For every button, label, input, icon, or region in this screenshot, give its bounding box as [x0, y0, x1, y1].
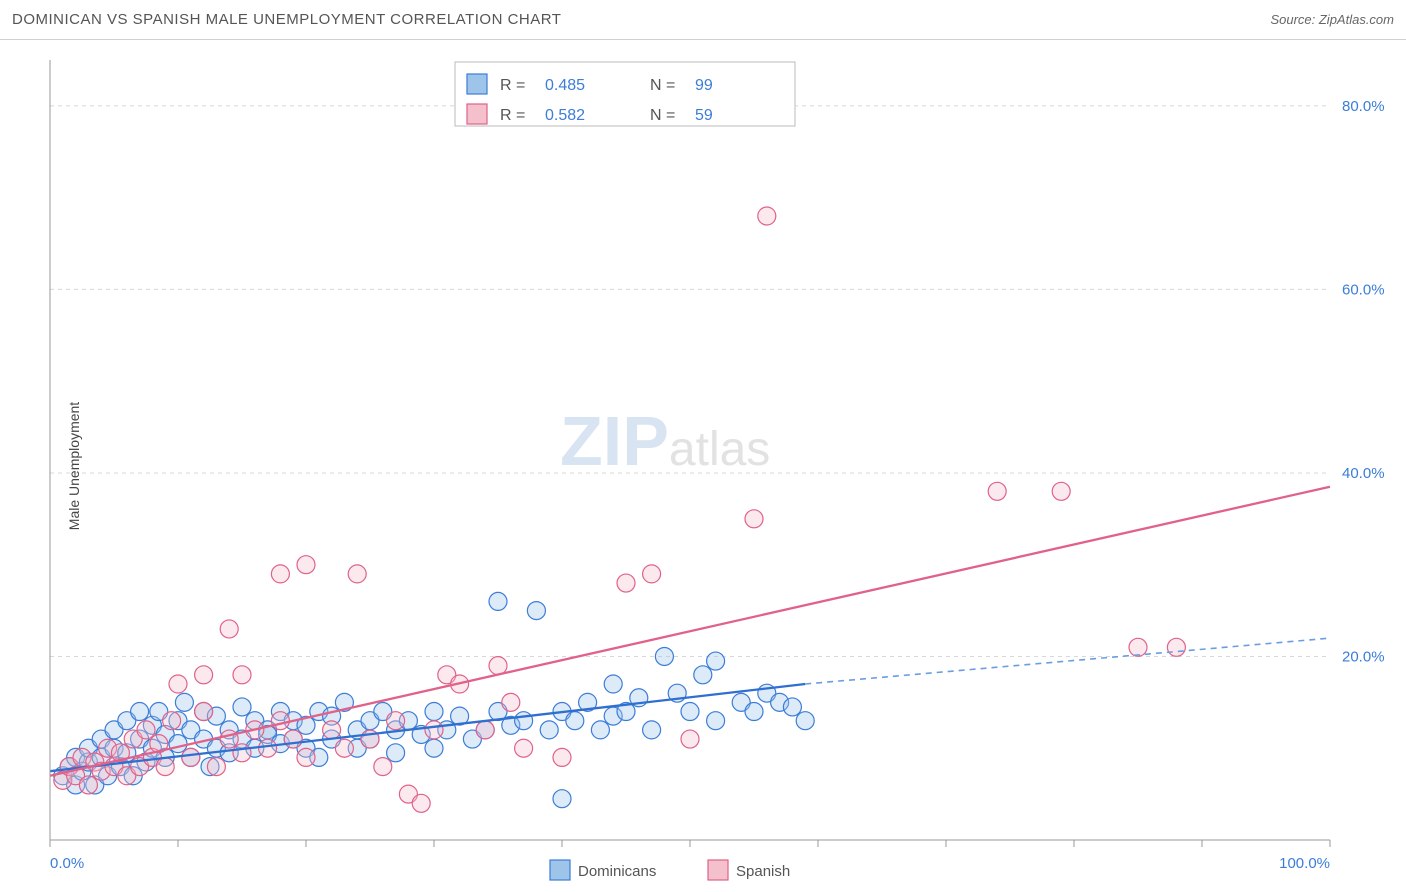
- scatter-point: [79, 776, 97, 794]
- scatter-point: [195, 703, 213, 721]
- legend-r-value: 0.582: [545, 107, 585, 124]
- legend-n-label: N =: [650, 77, 675, 94]
- scatter-point: [220, 620, 238, 638]
- scatter-point: [425, 721, 443, 739]
- scatter-point: [796, 712, 814, 730]
- scatter-point: [207, 758, 225, 776]
- legend-swatch: [467, 74, 487, 94]
- scatter-point: [374, 758, 392, 776]
- watermark: ZIPatlas: [560, 402, 770, 480]
- scatter-point: [233, 666, 251, 684]
- scatter-point: [412, 794, 430, 812]
- scatter-point: [540, 721, 558, 739]
- y-tick-label: 40.0%: [1342, 465, 1385, 482]
- scatter-point: [643, 721, 661, 739]
- y-tick-label: 60.0%: [1342, 281, 1385, 298]
- scatter-point: [643, 565, 661, 583]
- x-tick-label: 0.0%: [50, 855, 84, 872]
- trend-line-extended: [805, 638, 1330, 684]
- legend-r-label: R =: [500, 107, 525, 124]
- scatter-point: [297, 748, 315, 766]
- scatter-point: [182, 748, 200, 766]
- y-tick-label: 80.0%: [1342, 98, 1385, 115]
- scatter-point: [1129, 638, 1147, 656]
- scatter-point: [195, 666, 213, 684]
- scatter-point: [387, 744, 405, 762]
- scatter-point: [604, 675, 622, 693]
- scatter-point: [137, 721, 155, 739]
- chart-header: DOMINICAN VS SPANISH MALE UNEMPLOYMENT C…: [0, 0, 1406, 40]
- scatter-point: [681, 730, 699, 748]
- scatter-point: [1167, 638, 1185, 656]
- scatter-point: [707, 712, 725, 730]
- bottom-legend-swatch: [550, 860, 570, 880]
- chart-source: Source: ZipAtlas.com: [1270, 12, 1394, 27]
- scatter-point: [988, 482, 1006, 500]
- scatter-point: [425, 703, 443, 721]
- scatter-point: [156, 758, 174, 776]
- legend-r-value: 0.485: [545, 77, 585, 94]
- source-name: ZipAtlas.com: [1319, 12, 1394, 27]
- legend-n-value: 59: [695, 107, 713, 124]
- scatter-point: [694, 666, 712, 684]
- scatter-chart: 20.0% 40.0% 60.0% 80.0% ZIPatlas 0.0% 100.0% R …: [0, 40, 1406, 892]
- scatter-point: [617, 574, 635, 592]
- scatter-point: [169, 675, 187, 693]
- bottom-legend-swatch: [708, 860, 728, 880]
- scatter-point: [233, 744, 251, 762]
- scatter-point: [348, 565, 366, 583]
- legend-n-label: N =: [650, 107, 675, 124]
- scatter-point: [745, 703, 763, 721]
- scatter-point: [425, 739, 443, 757]
- legend-r-label: R =: [500, 77, 525, 94]
- scatter-point: [323, 721, 341, 739]
- chart-area: Male Unemployment 20.0% 40.0% 60.0% 80.0% ZI…: [0, 40, 1406, 892]
- scatter-point: [783, 698, 801, 716]
- scatter-point: [284, 730, 302, 748]
- scatter-point: [387, 712, 405, 730]
- y-tick-label: 20.0%: [1342, 648, 1385, 665]
- x-tick-label: 100.0%: [1279, 855, 1330, 872]
- scatter-point: [163, 712, 181, 730]
- source-prefix: Source:: [1270, 12, 1318, 27]
- scatter-point: [502, 693, 520, 711]
- scatter-point: [169, 735, 187, 753]
- legend-n-value: 99: [695, 77, 713, 94]
- scatter-point: [681, 703, 699, 721]
- scatter-point: [489, 657, 507, 675]
- scatter-point: [655, 647, 673, 665]
- chart-title: DOMINICAN VS SPANISH MALE UNEMPLOYMENT C…: [12, 11, 561, 28]
- y-axis-label: Male Unemployment: [66, 402, 82, 530]
- scatter-point: [707, 652, 725, 670]
- scatter-point: [566, 712, 584, 730]
- scatter-point: [758, 207, 776, 225]
- scatter-point: [297, 556, 315, 574]
- scatter-point: [131, 703, 149, 721]
- scatter-point: [515, 739, 533, 757]
- scatter-point: [591, 721, 609, 739]
- scatter-point: [515, 712, 533, 730]
- bottom-legend-label: Dominicans: [578, 863, 656, 880]
- scatter-point: [553, 748, 571, 766]
- scatter-point: [259, 739, 277, 757]
- scatter-point: [335, 739, 353, 757]
- scatter-point: [527, 602, 545, 620]
- scatter-point: [745, 510, 763, 528]
- scatter-point: [553, 790, 571, 808]
- legend-swatch: [467, 104, 487, 124]
- scatter-point: [271, 712, 289, 730]
- scatter-point: [233, 698, 251, 716]
- scatter-point: [476, 721, 494, 739]
- scatter-point: [271, 565, 289, 583]
- scatter-point: [489, 592, 507, 610]
- scatter-point: [175, 693, 193, 711]
- bottom-legend-label: Spanish: [736, 863, 790, 880]
- scatter-point: [1052, 482, 1070, 500]
